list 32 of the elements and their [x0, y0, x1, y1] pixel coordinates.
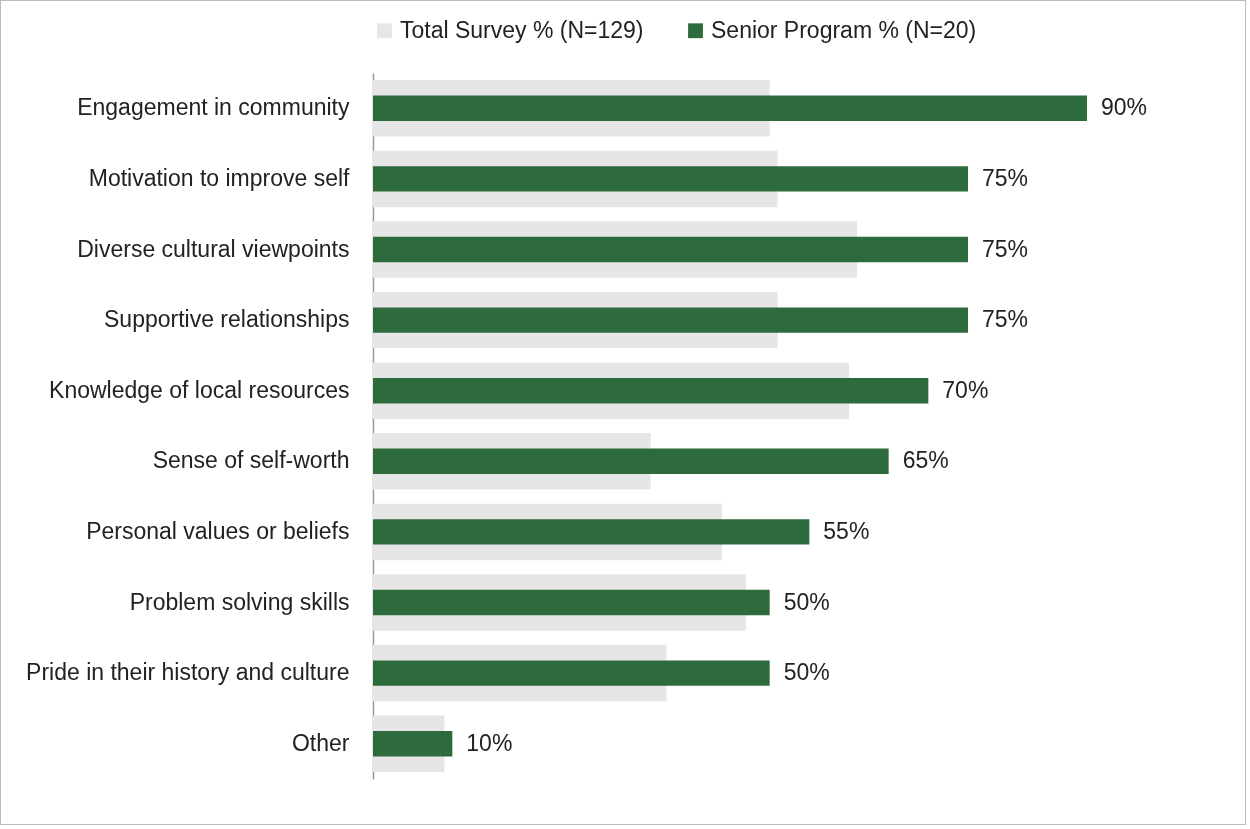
y-tick-label: Sense of self-worth: [152, 447, 350, 474]
y-tick-label: Knowledge of local resources: [49, 376, 350, 403]
data-label: 75%: [982, 235, 1029, 262]
y-tick-label: Motivation to improve self: [88, 164, 351, 191]
data-label: 55%: [823, 517, 870, 544]
data-label: 50%: [783, 659, 830, 686]
bar: [373, 589, 770, 616]
data-label: 75%: [982, 306, 1029, 333]
bar: [373, 519, 810, 545]
bar: [373, 307, 968, 333]
data-label: 70%: [942, 376, 989, 403]
data-label: 90%: [1101, 94, 1148, 121]
y-tick-label: Diverse cultural viewpoints: [77, 235, 350, 262]
y-tick-label: Other: [291, 729, 350, 756]
legend-label: Total Survey % (N=129): [400, 16, 644, 43]
bar: [373, 166, 968, 192]
y-tick-label: Supportive relationships: [104, 306, 350, 333]
y-tick-label: Engagement in community: [77, 94, 350, 121]
bar: [373, 730, 453, 757]
bar: [373, 660, 770, 686]
bar: [373, 236, 968, 263]
y-tick-label: Pride in their history and culture: [26, 659, 350, 686]
data-label: 65%: [902, 447, 949, 474]
bar: [373, 377, 929, 404]
data-label: 75%: [982, 164, 1029, 191]
y-tick-label: Problem solving skills: [129, 588, 350, 615]
bar: [373, 448, 889, 475]
data-label: 50%: [783, 588, 830, 615]
bar: [373, 95, 1087, 122]
data-label: 10%: [466, 729, 513, 756]
y-tick-label: Personal values or beliefs: [86, 517, 350, 544]
legend-label: Senior Program % (N=20): [711, 16, 977, 43]
